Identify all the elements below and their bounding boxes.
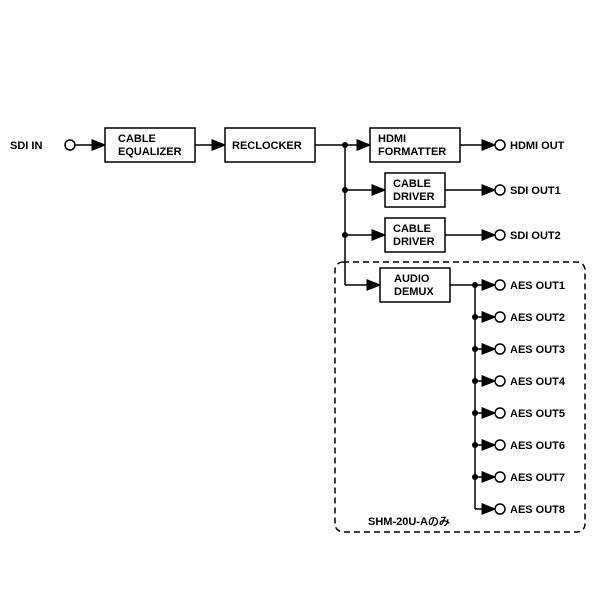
dashed-note: SHM-20U-Aのみ: [368, 515, 450, 528]
aes4-label: AES OUT4: [510, 376, 566, 388]
aes6-label: AES OUT6: [510, 440, 565, 452]
sdi-in-label: SDI IN: [10, 140, 42, 152]
demux-l1: AUDIO: [394, 273, 430, 285]
sdi-in-port: [65, 140, 75, 150]
aes-out-6: AES OUT6: [472, 440, 565, 452]
sdi-out1-label: SDI OUT1: [510, 185, 561, 197]
sdi-out2-label: SDI OUT2: [510, 230, 561, 242]
aes8-label: AES OUT8: [510, 504, 565, 516]
aes3-label: AES OUT3: [510, 344, 565, 356]
aes-out-8: AES OUT8: [475, 504, 565, 516]
reclocker-l1: RECLOCKER: [232, 140, 302, 152]
drv2-l2: DRIVER: [393, 236, 435, 248]
hdmi-fmt-l2: FORMATTER: [378, 146, 446, 158]
sdi-out1-port: [495, 185, 505, 195]
sdi-out2-port: [495, 230, 505, 240]
demux-l2: DEMUX: [394, 286, 434, 298]
cable-eq-l2: EQUALIZER: [118, 146, 182, 158]
aes1-label: AES OUT1: [510, 280, 565, 292]
aes-out-2: AES OUT2: [472, 312, 565, 324]
drv1-l2: DRIVER: [393, 191, 435, 203]
cable-eq-l1: CABLE: [118, 133, 156, 145]
hdmi-out-port: [495, 140, 505, 150]
aes-out-1: AES OUT1: [472, 280, 565, 292]
aes-out-4: AES OUT4: [472, 376, 566, 388]
aes7-label: AES OUT7: [510, 472, 565, 484]
aes2-label: AES OUT2: [510, 312, 565, 324]
aes-out-7: AES OUT7: [472, 472, 565, 484]
option-group: [335, 262, 585, 532]
aes-out-3: AES OUT3: [472, 344, 565, 356]
aes5-label: AES OUT5: [510, 408, 565, 420]
hdmi-fmt-l1: HDMI: [378, 133, 406, 145]
drv1-l1: CABLE: [393, 178, 431, 190]
hdmi-out-label: HDMI OUT: [510, 140, 565, 152]
drv2-l1: CABLE: [393, 223, 431, 235]
aes-out-5: AES OUT5: [472, 408, 565, 420]
